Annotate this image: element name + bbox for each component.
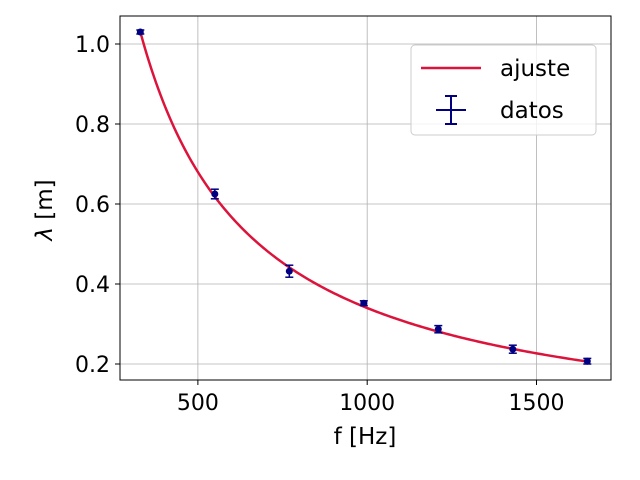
x-tick-label: 1000 bbox=[339, 391, 395, 416]
y-axis-unit: [m] bbox=[32, 179, 58, 227]
datos-point bbox=[285, 264, 294, 278]
datos-point bbox=[210, 188, 219, 200]
x-tick-label: 500 bbox=[177, 391, 219, 416]
x-axis-label: f [Hz] bbox=[334, 424, 397, 450]
y-tick-label: 0.8 bbox=[75, 113, 110, 138]
legend-datos-label: datos bbox=[500, 98, 564, 124]
y-tick-label: 0.4 bbox=[75, 273, 110, 298]
x-tick-label: 1500 bbox=[509, 391, 565, 416]
y-tick-label: 0.2 bbox=[75, 353, 110, 378]
legend: ajuste datos bbox=[410, 44, 597, 136]
y-axis-symbol: λ bbox=[32, 227, 58, 243]
datos-point bbox=[359, 299, 368, 307]
data-layer bbox=[136, 28, 592, 365]
legend-ajuste-label: ajuste bbox=[500, 56, 570, 82]
y-axis-label: λ [m] bbox=[32, 179, 58, 242]
y-tick-label: 0.6 bbox=[75, 193, 110, 218]
legend-datos-swatch bbox=[436, 95, 466, 125]
datos-point bbox=[136, 28, 145, 36]
plot-frame bbox=[119, 15, 612, 381]
y-tick-label: 1.0 bbox=[75, 33, 110, 58]
axis-ticks: 500 1000 1500 0.2 0.4 0.6 0.8 1.0 bbox=[75, 33, 565, 416]
datos-point bbox=[434, 324, 443, 334]
datos-point bbox=[508, 344, 517, 354]
datos-point bbox=[583, 357, 592, 365]
